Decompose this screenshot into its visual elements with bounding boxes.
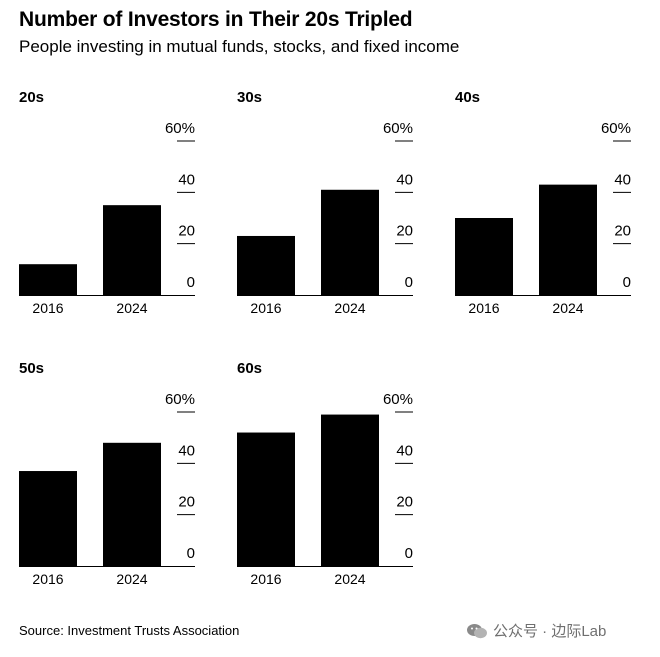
panel-40s: 40s 0 20 40 60% 2016 2024 xyxy=(455,89,655,319)
y-tick-label: 0 xyxy=(187,545,195,562)
x-tick-label: 2024 xyxy=(552,300,583,316)
y-tick-label: 40 xyxy=(178,171,195,188)
x-tick-label: 2024 xyxy=(334,571,365,587)
y-tick-label: 60% xyxy=(383,391,413,408)
x-tick-label: 2024 xyxy=(116,300,147,316)
panel-50s: 50s 0 20 40 60% 2016 2024 xyxy=(19,360,219,590)
y-tick-label: 40 xyxy=(178,442,195,459)
bar xyxy=(103,442,161,566)
wechat-icon xyxy=(467,623,487,638)
y-tick-label: 20 xyxy=(178,494,195,511)
y-tick-label: 60% xyxy=(165,120,195,137)
source-note: Source: Investment Trusts Association xyxy=(19,623,240,638)
panel-20s: 20s 0 20 40 60% 2016 2024 xyxy=(19,89,219,319)
panel-title: 50s xyxy=(19,360,45,377)
panel-title: 20s xyxy=(19,89,45,106)
y-tick-label: 20 xyxy=(396,223,413,240)
bar xyxy=(103,205,161,295)
panel-title: 30s xyxy=(237,89,263,106)
chart-title: Number of Investors in Their 20s Tripled xyxy=(19,8,413,31)
y-tick-label: 60% xyxy=(383,120,413,137)
bar-chart: 0 20 40 60% 2016 2024 xyxy=(19,391,195,587)
y-tick-label: 60% xyxy=(601,120,631,137)
y-tick-label: 40 xyxy=(614,171,631,188)
bar xyxy=(321,189,379,295)
chart-subtitle: People investing in mutual funds, stocks… xyxy=(19,37,460,56)
y-tick-label: 20 xyxy=(178,223,195,240)
x-tick-label: 2016 xyxy=(468,300,499,316)
y-tick-label: 0 xyxy=(405,274,413,291)
y-tick-label: 20 xyxy=(614,223,631,240)
x-tick-label: 2016 xyxy=(32,300,63,316)
panel-30s: 30s 0 20 40 60% 2016 2024 xyxy=(237,89,437,319)
y-tick-label: 0 xyxy=(187,274,195,291)
panel-title: 60s xyxy=(237,360,263,377)
x-tick-label: 2016 xyxy=(250,300,281,316)
bar-chart: 0 20 40 60% 2016 2024 xyxy=(19,120,195,316)
y-tick-label: 20 xyxy=(396,494,413,511)
y-tick-label: 0 xyxy=(623,274,631,291)
bar xyxy=(539,184,597,295)
bar xyxy=(237,432,295,566)
y-tick-label: 40 xyxy=(396,171,413,188)
x-tick-label: 2016 xyxy=(250,571,281,587)
bar xyxy=(237,235,295,295)
watermark: 公众号 · 边际Lab xyxy=(466,620,606,641)
x-tick-label: 2024 xyxy=(116,571,147,587)
x-tick-label: 2024 xyxy=(334,300,365,316)
bar-chart: 0 20 40 60% 2016 2024 xyxy=(455,120,631,316)
y-tick-label: 60% xyxy=(165,391,195,408)
x-tick-label: 2016 xyxy=(32,571,63,587)
panel-title: 40s xyxy=(455,89,481,106)
bar xyxy=(19,471,77,566)
y-tick-label: 0 xyxy=(405,545,413,562)
bar-chart: 0 20 40 60% 2016 2024 xyxy=(237,391,413,587)
bar xyxy=(19,264,77,295)
bar xyxy=(321,414,379,566)
watermark-text: 公众号 · 边际Lab xyxy=(493,623,607,640)
bar xyxy=(455,218,513,295)
y-tick-label: 40 xyxy=(396,442,413,459)
panel-60s: 60s 0 20 40 60% 2016 2024 xyxy=(237,360,437,590)
bar-chart: 0 20 40 60% 2016 2024 xyxy=(237,120,413,316)
